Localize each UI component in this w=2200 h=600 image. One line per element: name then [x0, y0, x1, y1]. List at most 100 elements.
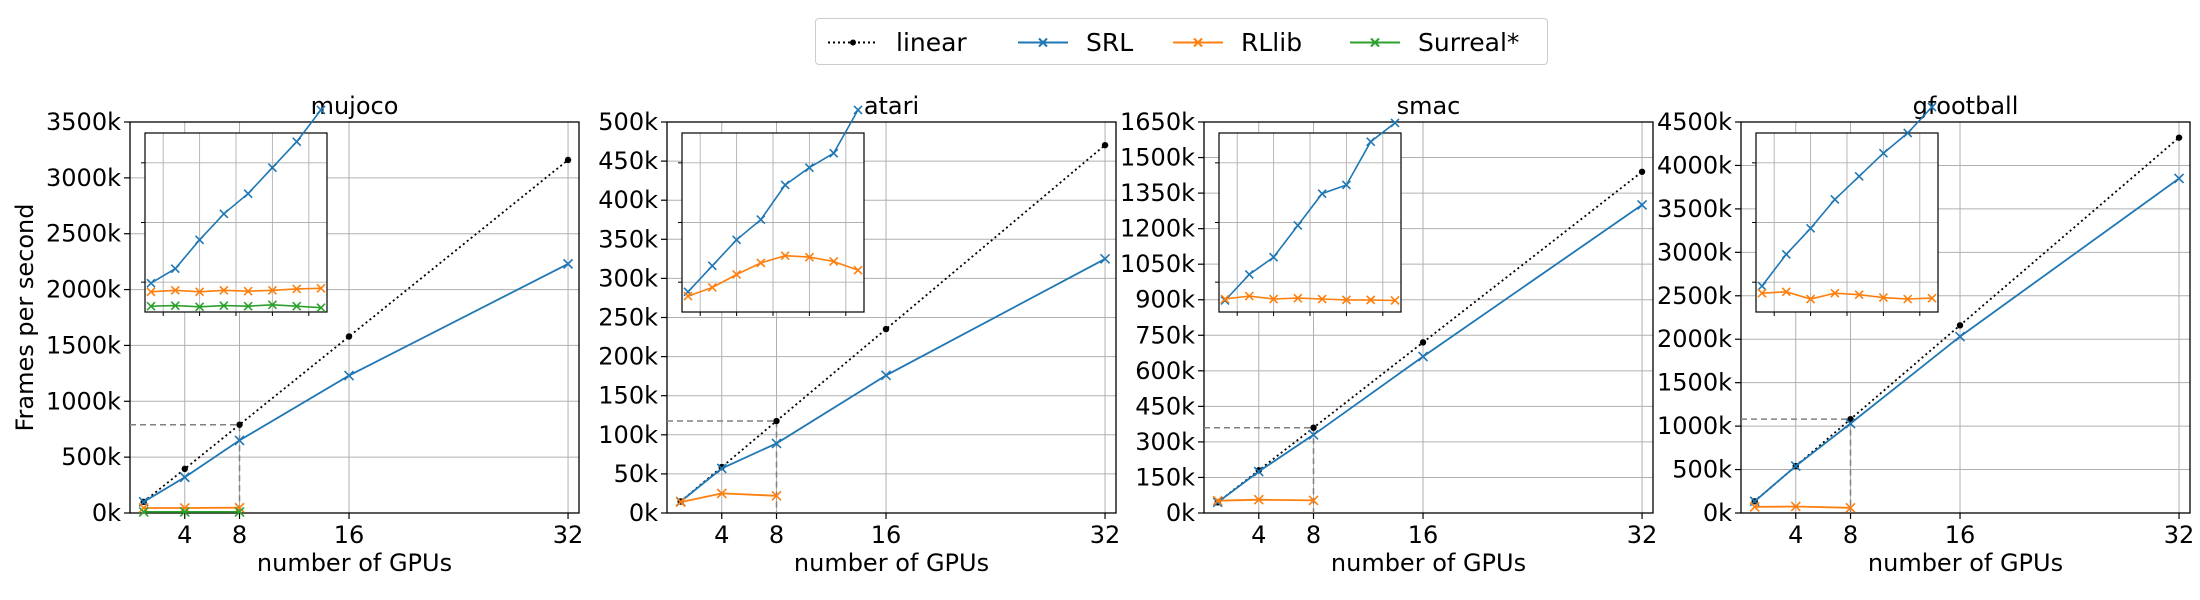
data-point [2175, 134, 2183, 141]
data-point [138, 502, 149, 514]
inset-series-line-srl [1224, 122, 1396, 302]
data-point [1638, 168, 1646, 175]
series-line-rllib [1217, 498, 1314, 502]
x-tick-label: 16 [1945, 521, 1976, 549]
y-tick-label: 150k [1135, 463, 1195, 491]
inset-data-point [170, 301, 180, 311]
y-tick-label: 3500k [46, 108, 121, 136]
y-tick-label: 750k [1135, 321, 1195, 349]
data-point [234, 502, 245, 513]
inset-data-point [1903, 294, 1913, 304]
inset-data-point [804, 163, 814, 173]
legend-swatch-surreal [1350, 37, 1400, 48]
inset-data-point [1757, 281, 1767, 291]
inset-data-point [1390, 295, 1400, 306]
data-point [1419, 339, 1427, 346]
data-point [773, 417, 780, 425]
inset-data-point [1244, 269, 1254, 280]
inset-data-point [267, 163, 277, 173]
y-tick-label: 450k [1135, 392, 1195, 420]
legend-item-surreal: Surreal* [1346, 19, 1519, 66]
axes-frame [1203, 121, 1654, 514]
y-axis-label: Frames per second [11, 204, 39, 432]
data-point [1749, 501, 1760, 512]
inset-data-point [195, 235, 205, 245]
inset-data-point [732, 235, 742, 245]
legend-item-rllib: RLlib [1169, 19, 1302, 66]
data-point [771, 438, 782, 449]
data-point [1101, 141, 1109, 149]
y-tick-label: 0k [629, 499, 658, 527]
data-point [1099, 253, 1111, 264]
inset-data-point [195, 302, 205, 312]
y-tick-label: 500k [61, 443, 121, 471]
inset-data-point [1806, 223, 1816, 233]
y-tick-label: 2500k [1657, 282, 1732, 310]
inset-data-point [1366, 137, 1376, 147]
inset-data-point [804, 252, 814, 262]
inset-data-point [1390, 118, 1400, 128]
data-point [179, 502, 190, 514]
series-line-linear [143, 159, 569, 503]
x-tick-label: 4 [177, 521, 192, 549]
x-axis-label: number of GPUs [1331, 549, 1526, 577]
inset-data-point [1269, 252, 1279, 262]
inset-data-point [756, 258, 766, 268]
inset-data-point [1269, 294, 1279, 304]
data-point [1956, 322, 1964, 329]
inset-data-point [316, 303, 326, 313]
x-tick-label: 8 [1306, 521, 1321, 549]
inset-data-point [756, 215, 766, 225]
data-point [1212, 497, 1223, 508]
inset-series-line-srl [687, 109, 859, 293]
data-point [675, 496, 686, 508]
y-tick-label: 450k [598, 147, 658, 175]
inset-data-point [316, 283, 326, 293]
panel-smac: 4 8 16 32 0k 150k 300k 450k 600k 750k 900k 1050k 120… [1120, 92, 1657, 577]
data-point [1308, 495, 1319, 506]
y-tick-label: 1650k [1120, 108, 1195, 136]
legend-label-linear: linear [896, 28, 967, 57]
zoom-indicator [667, 420, 778, 513]
inset-series-line-srl [150, 109, 322, 284]
inset-data-point [243, 301, 253, 311]
inset-smac [1215, 118, 1402, 316]
x-tick-label: 32 [1627, 521, 1658, 549]
inset-series-line-surreal [150, 303, 322, 309]
inset-data-point [267, 300, 277, 310]
data-point [1308, 429, 1319, 440]
inset-data-point [1317, 189, 1327, 199]
y-tick-label: 500k [598, 108, 658, 136]
data-point [1847, 415, 1854, 423]
y-tick-label: 2500k [46, 220, 121, 248]
inset-data-point [1878, 292, 1888, 303]
inset-data-point [170, 264, 180, 274]
data-point [564, 156, 572, 164]
data-point [716, 463, 727, 474]
y-tick-label: 300k [1135, 428, 1195, 456]
data-point [234, 506, 245, 517]
y-tick-label: 3500k [1657, 195, 1732, 223]
inset-data-point [1317, 294, 1327, 304]
x-tick-label: 32 [553, 521, 584, 549]
inset-frame [681, 132, 865, 313]
inset-series-line-rllib [1761, 290, 1933, 300]
data-point [179, 472, 190, 483]
y-tick-label: 4500k [1657, 108, 1732, 136]
x-tick-label: 32 [1090, 521, 1121, 549]
inset-data-point [1927, 102, 1937, 112]
x-tick-label: 16 [334, 521, 365, 549]
inset-data-point [829, 148, 839, 158]
inset-data-point [316, 105, 326, 115]
legend-label-surreal: Surreal* [1418, 28, 1520, 57]
y-tick-label: 0k [1703, 499, 1732, 527]
data-point [138, 506, 149, 517]
y-tick-label: 300k [598, 264, 658, 292]
data-point [181, 465, 188, 473]
axes-frame [129, 121, 580, 514]
inset-data-point [707, 282, 717, 293]
y-tick-label: 150k [598, 382, 658, 410]
y-tick-label: 1500k [1657, 369, 1732, 397]
inset-data-point [146, 301, 156, 311]
data-point [1954, 331, 1966, 342]
